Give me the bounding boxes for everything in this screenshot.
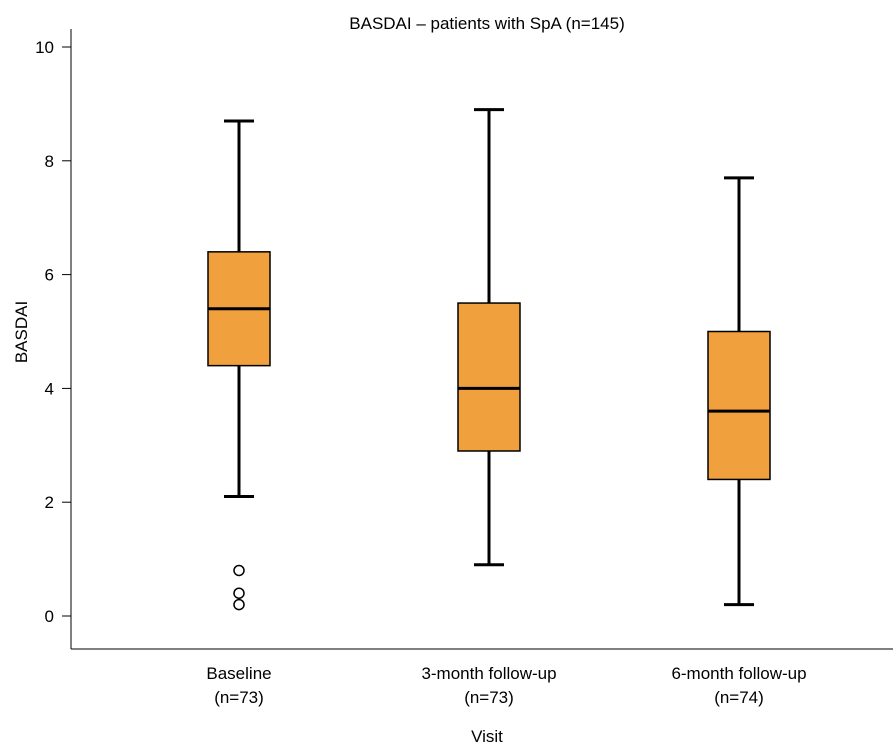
- y-tick-label: 10: [35, 38, 54, 57]
- y-tick-label: 2: [45, 493, 54, 512]
- chart-title: BASDAI – patients with SpA (n=145): [349, 14, 624, 33]
- x-tick-label: Baseline: [206, 664, 271, 683]
- box-group: [457, 108, 521, 567]
- outlier-point: [233, 587, 245, 599]
- y-tick-label: 8: [45, 152, 54, 171]
- iqr-box: [457, 302, 521, 452]
- y-tick-label: 6: [45, 266, 54, 285]
- y-tick-label: 4: [45, 379, 54, 398]
- x-axis-label: Visit: [471, 727, 503, 746]
- x-tick-sample-size: (n=73): [464, 688, 514, 707]
- iqr-box: [707, 330, 771, 481]
- y-axis-ticks: 0 2 4 6 8 10: [35, 38, 71, 626]
- y-axis-label: BASDAI: [12, 301, 31, 363]
- box-group: [707, 176, 771, 607]
- x-tick-sample-size: (n=73): [214, 688, 264, 707]
- y-tick-label: 0: [45, 607, 54, 626]
- outlier-point: [233, 564, 245, 577]
- box-series: [207, 108, 771, 611]
- x-tick-label: 6-month follow-up: [671, 664, 806, 683]
- x-tick-sample-size: (n=74): [714, 688, 764, 707]
- outlier-point: [233, 598, 245, 611]
- box-group: [207, 119, 271, 611]
- x-axis-labels: Baseline (n=73) 3-month follow-up (n=73) 6-m…: [206, 664, 806, 707]
- x-tick-label: 3-month follow-up: [421, 664, 556, 683]
